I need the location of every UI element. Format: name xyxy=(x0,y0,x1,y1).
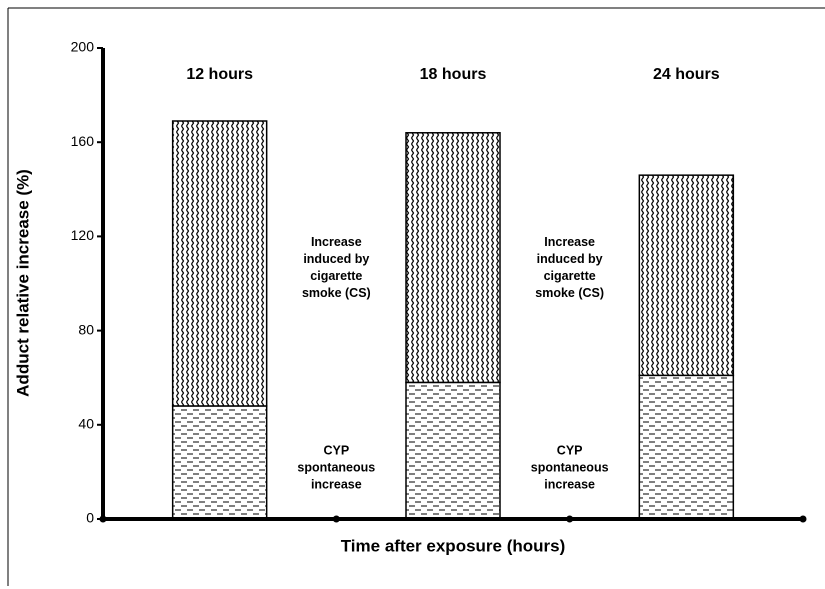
x-axis-tick xyxy=(332,515,340,523)
bar-segment xyxy=(171,405,268,520)
x-axis-title: Time after exposure (hours) xyxy=(341,536,566,555)
bar-segment xyxy=(405,132,501,384)
x-axis-tick xyxy=(566,515,574,523)
y-tick-label: 80 xyxy=(78,321,94,337)
y-tick-label: 160 xyxy=(71,133,95,149)
series-annotation: CYP spontaneous increase xyxy=(297,443,376,492)
series-annotation: Increase induced by cigarette smoke (CS) xyxy=(301,235,371,300)
series-annotation: Increase induced by cigarette smoke (CS) xyxy=(535,235,605,300)
y-tick-label: 40 xyxy=(78,416,94,432)
y-tick-label: 200 xyxy=(71,39,95,55)
y-axis-title: Adduct relative increase (%) xyxy=(13,169,32,397)
bar-segment xyxy=(405,381,501,520)
y-tick-label: 0 xyxy=(86,510,94,526)
category-label: 12 hours xyxy=(186,66,253,83)
x-axis-tick xyxy=(99,515,107,523)
bar-segment xyxy=(638,174,735,377)
category-label: 18 hours xyxy=(420,66,487,83)
bar-segment xyxy=(638,374,735,520)
x-axis-tick xyxy=(799,515,807,523)
category-label: 24 hours xyxy=(653,66,720,83)
series-annotation: CYP spontaneous increase xyxy=(530,443,609,492)
bar-segment xyxy=(171,120,268,407)
y-tick-label: 120 xyxy=(71,227,95,243)
